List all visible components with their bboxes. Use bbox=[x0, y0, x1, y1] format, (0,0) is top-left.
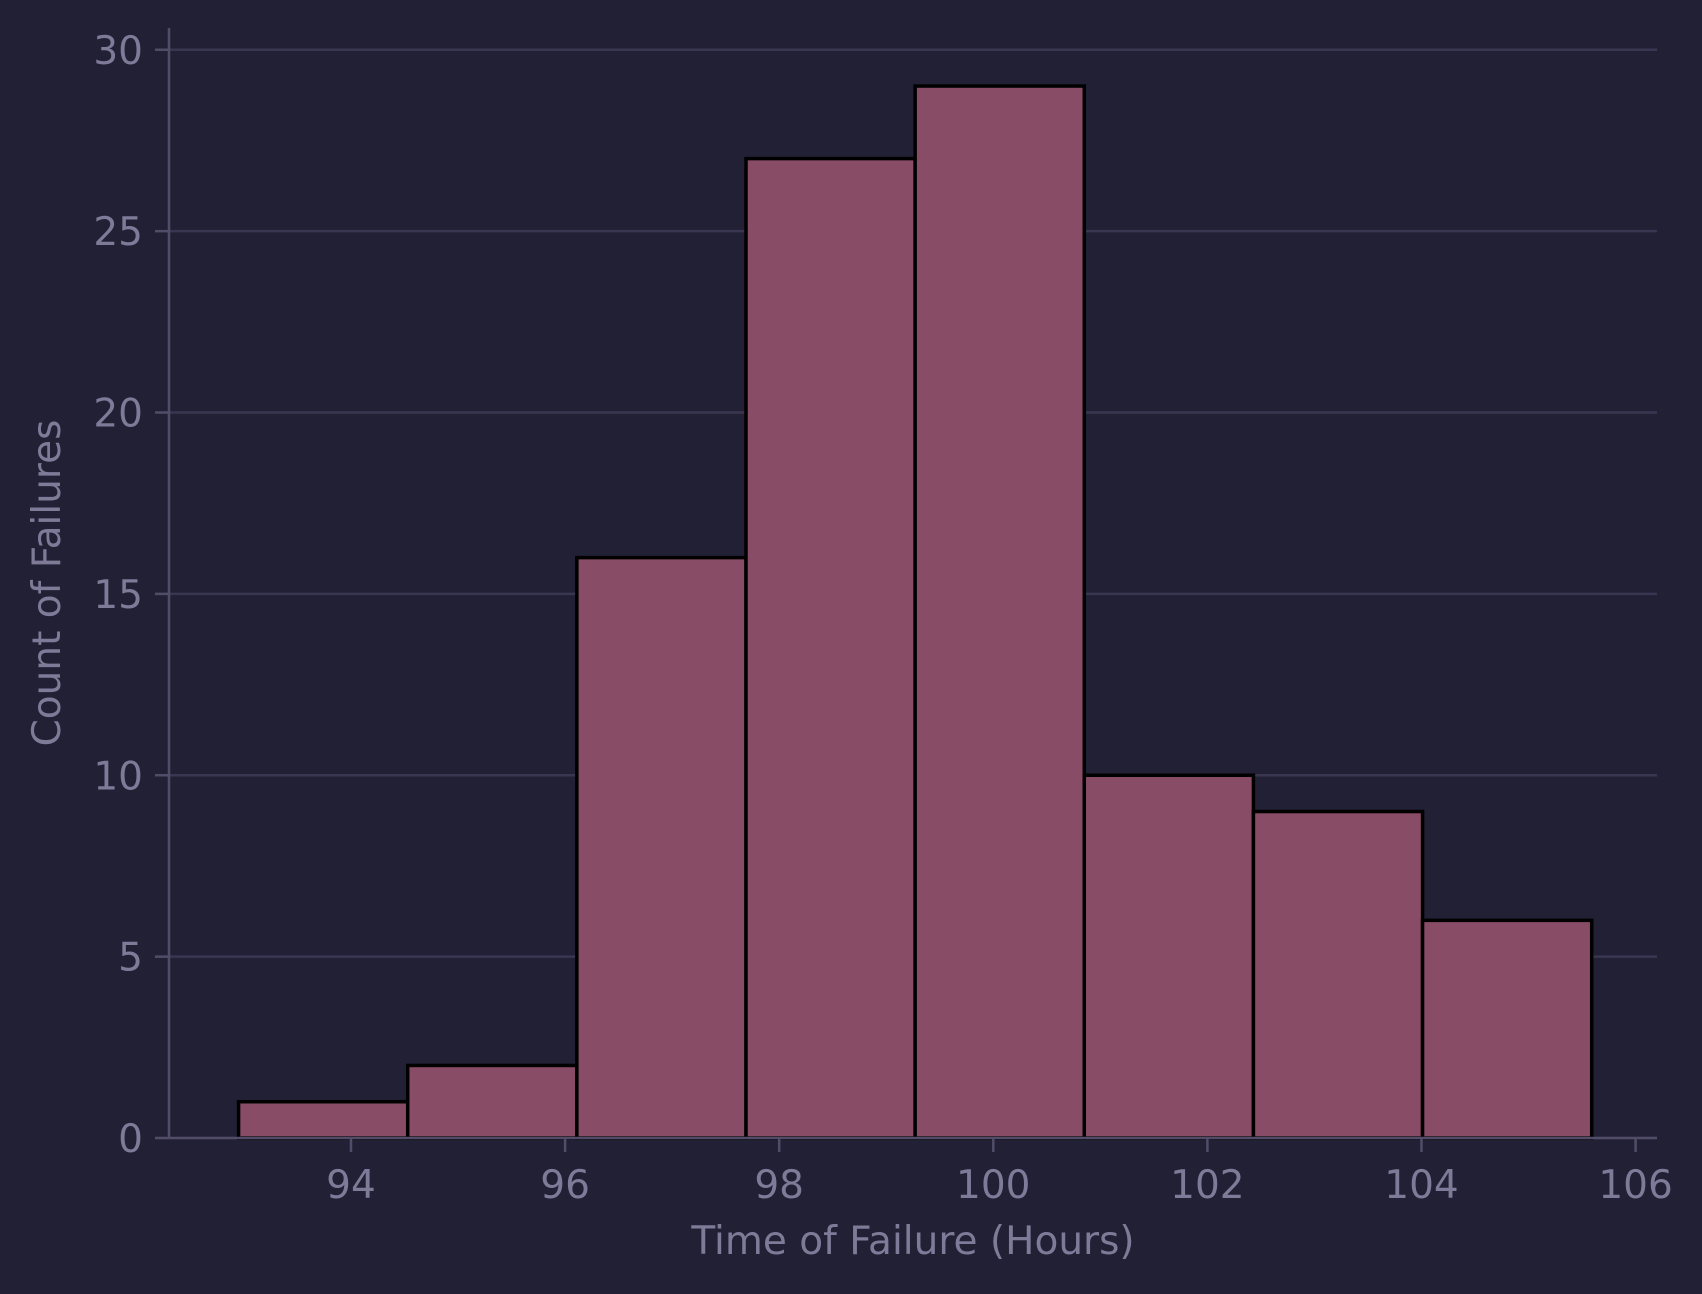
histogram-bar bbox=[744, 156, 917, 1140]
y-tick-label: 25 bbox=[93, 210, 143, 255]
histogram-bar bbox=[236, 1099, 410, 1140]
axes bbox=[167, 28, 1657, 1140]
x-tick-label: 96 bbox=[540, 1163, 590, 1208]
y-tick-label: 20 bbox=[93, 392, 143, 437]
y-axis-ticks: 0 5 10 15 20 25 30 bbox=[93, 29, 169, 1162]
y-tick-label: 10 bbox=[93, 754, 143, 799]
x-tick-label: 104 bbox=[1384, 1163, 1458, 1208]
histogram-bar bbox=[1420, 918, 1594, 1140]
histogram-bar bbox=[1082, 773, 1256, 1140]
x-tick-label: 98 bbox=[754, 1163, 804, 1208]
x-axis-title: Time of Failure (Hours) bbox=[690, 1219, 1134, 1264]
x-tick-label: 102 bbox=[1170, 1163, 1244, 1208]
x-axis-ticks: 94 96 98 100 102 104 106 bbox=[326, 1138, 1673, 1208]
x-tick-label: 94 bbox=[326, 1163, 376, 1208]
y-axis-title: Count of Failures bbox=[25, 420, 70, 747]
histogram-bar bbox=[1251, 809, 1425, 1140]
y-tick-label: 15 bbox=[93, 573, 143, 618]
y-tick-label: 5 bbox=[118, 936, 143, 981]
x-tick-label: 106 bbox=[1598, 1163, 1672, 1208]
x-tick-label: 100 bbox=[956, 1163, 1030, 1208]
histogram-bar bbox=[575, 555, 748, 1140]
histogram-bars bbox=[236, 84, 1594, 1140]
y-tick-label: 30 bbox=[93, 29, 143, 74]
histogram-bar bbox=[405, 1063, 579, 1140]
histogram-bar bbox=[913, 84, 1087, 1140]
y-tick-label: 0 bbox=[118, 1117, 143, 1162]
